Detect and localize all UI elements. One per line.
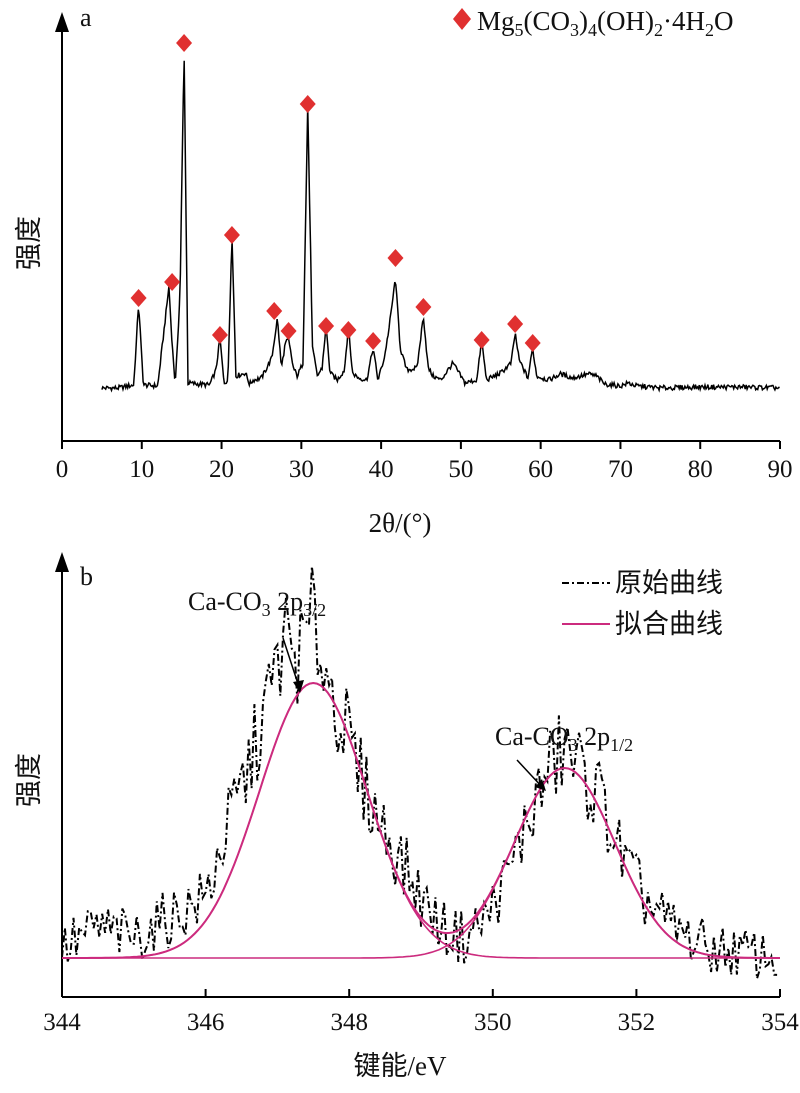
a-panel-label: a bbox=[80, 3, 92, 32]
b-panel-label: b bbox=[80, 562, 93, 591]
a-legend: Mg5(CO3)4(OH)2·4H2O bbox=[453, 6, 734, 40]
a-x-tick-label: 70 bbox=[608, 456, 633, 483]
a-peak-markers bbox=[130, 34, 541, 352]
a-x-axis-title: 2θ/(°) bbox=[369, 508, 432, 538]
b-annotation-2p3-2: Ca-CO3 2p3/2 bbox=[188, 587, 326, 620]
b-y-axis-title: 强度 bbox=[14, 753, 44, 807]
b-x-ticks bbox=[61, 989, 781, 997]
a-peak-marker bbox=[223, 226, 240, 244]
b-fit-peak-2 bbox=[62, 767, 780, 959]
b-annotation-2p3-2-arrowhead bbox=[293, 680, 304, 693]
a-peak-marker bbox=[507, 315, 524, 333]
a-x-tick-label: 0 bbox=[56, 456, 69, 483]
a-peak-marker bbox=[473, 331, 490, 349]
panel-a: 0 10 20 30 40 50 60 70 80 90 a Mg5(CO3)4(OH)2·4H2… bbox=[14, 3, 793, 538]
a-peak-marker bbox=[365, 332, 382, 350]
a-peak-marker bbox=[299, 95, 316, 113]
b-fit-peak-1 bbox=[62, 682, 780, 959]
b-legend-fit-label: 拟合曲线 bbox=[615, 609, 723, 639]
a-x-tick-label: 40 bbox=[369, 456, 394, 483]
a-peak-marker bbox=[266, 302, 283, 320]
a-x-tick-label: 50 bbox=[448, 456, 473, 483]
a-y-axis-title: 强度 bbox=[14, 216, 44, 270]
b-x-tick-label: 350 bbox=[474, 1009, 512, 1036]
a-peak-marker bbox=[387, 249, 404, 267]
a-x-tick-label: 80 bbox=[688, 456, 713, 483]
a-x-tick-label: 30 bbox=[289, 456, 314, 483]
b-y-axis-arrow bbox=[55, 552, 69, 572]
b-x-axis-title: 键能/eV bbox=[354, 1051, 447, 1081]
a-x-tick-label: 20 bbox=[209, 456, 234, 483]
a-peak-marker bbox=[176, 34, 193, 52]
a-y-axis-arrow bbox=[55, 12, 69, 32]
b-annotation-2p1-2-arrowhead bbox=[535, 779, 546, 791]
a-peak-marker bbox=[164, 273, 181, 291]
b-legend-raw-label: 原始曲线 bbox=[615, 568, 723, 598]
a-peak-marker bbox=[415, 298, 432, 316]
b-x-tick-label: 344 bbox=[43, 1009, 81, 1036]
b-x-tick-label: 354 bbox=[761, 1009, 799, 1036]
b-fit-curve bbox=[62, 681, 780, 959]
a-x-ticks bbox=[61, 441, 781, 449]
a-peak-marker bbox=[524, 334, 541, 352]
a-peak-marker bbox=[280, 322, 297, 340]
b-x-tick-label: 346 bbox=[187, 1009, 225, 1036]
a-peak-marker bbox=[318, 317, 335, 335]
a-legend-diamond-icon bbox=[453, 8, 471, 30]
b-legend: 原始曲线 拟合曲线 bbox=[562, 568, 723, 639]
a-x-tick-label: 90 bbox=[768, 456, 793, 483]
b-x-tick-labels: 344 346 348 350 352 354 bbox=[43, 1009, 799, 1036]
a-peak-marker bbox=[130, 289, 147, 307]
a-peak-marker bbox=[211, 326, 228, 344]
a-x-tick-label: 60 bbox=[528, 456, 553, 483]
b-raw-curve bbox=[61, 566, 778, 979]
b-x-tick-label: 348 bbox=[330, 1009, 368, 1036]
a-x-tick-label: 10 bbox=[129, 456, 154, 483]
a-legend-label: Mg5(CO3)4(OH)2·4H2O bbox=[477, 6, 734, 40]
panel-b: 344 346 348 350 352 354 b 原始曲线 拟合曲线 Ca-CO3 2p… bbox=[14, 552, 799, 1081]
b-x-tick-label: 352 bbox=[618, 1009, 656, 1036]
a-x-tick-labels: 0 10 20 30 40 50 60 70 80 90 bbox=[56, 456, 793, 483]
b-annotation-2p1-2: Ca-CO3 2p1/2 bbox=[495, 722, 633, 755]
a-xrd-curve bbox=[101, 60, 780, 393]
a-peak-marker bbox=[340, 321, 357, 339]
